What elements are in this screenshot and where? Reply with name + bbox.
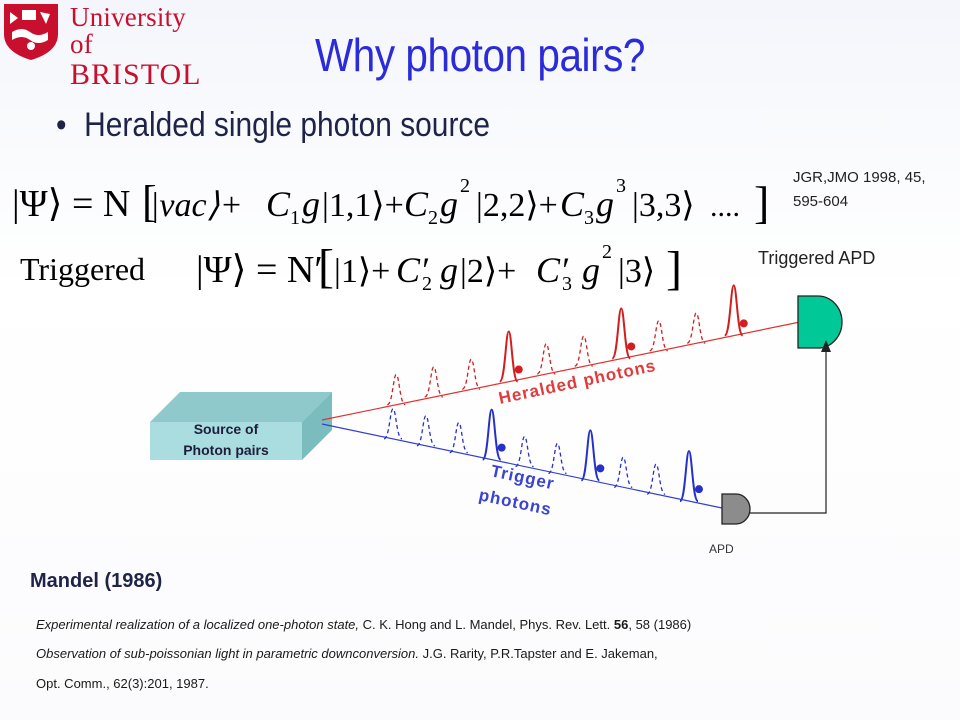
trigger-arrow-icon [821,340,831,352]
pulse [515,435,534,468]
pulse [416,415,436,447]
university-logo: University of BRISTOL [0,0,200,90]
heralded-beam-line [321,321,801,421]
citation-2-title: Observation of sub-poissonian light in p… [36,646,419,661]
photon-dot-icon [596,464,605,473]
citation-2-authors: J.G. Rarity, P.R.Tapster and E. Jakeman, [418,646,658,661]
citation-2-journal: Opt. Comm., 62(3):201, 1987. [36,676,209,691]
apd-label: APD [709,542,734,556]
crest-icon [4,4,58,60]
photon-dot-icon [739,319,748,328]
source-label-line1: Source of [194,421,259,437]
reference-line2: 595-604 [793,193,849,210]
triggered-apd-label: Triggered APD [758,248,876,268]
citation-1-volume: 56 [613,617,629,632]
source-label-line2: Photon pairs [183,442,269,458]
reference-note: JGR,JMO 1998, 45, 595-604 [793,166,953,214]
logo-line1: University of [70,2,186,59]
triggered-apd-detector-icon [797,295,843,349]
photon-dot-icon [627,342,636,351]
pulse [383,408,403,440]
pulse [386,373,406,406]
mandel-heading: Mandel (1986) [30,570,163,592]
trigger-beam-line [321,423,723,509]
photon-dot-icon [497,443,506,452]
pulse [611,307,632,360]
reference-line1: JGR,JMO 1998, 45, [793,169,926,186]
pulse [580,429,601,482]
citation-1: Experimental realization of a localized … [36,617,691,632]
citation-1-authors: C. K. Hong and L. Mandel, Phys. Rev. Let… [359,617,614,632]
apd-detector-icon [721,493,751,525]
trigger-wire [750,348,827,514]
pulse [649,320,669,352]
citation-2: Observation of sub-poissonian light in p… [36,646,658,661]
pulse [498,330,519,383]
pulse [481,408,502,461]
pulse [574,335,594,367]
logo-line2: BRISTOL [70,58,202,91]
citation-1-end: , 58 (1986) [628,617,692,632]
pulse [613,456,633,488]
bullet-text: Heralded single photon source [84,106,491,144]
pulse [449,422,469,454]
pulse [723,284,744,337]
photon-dot-icon [514,365,523,374]
heralded-pulse-train [386,284,748,406]
photon-dot-icon [694,485,703,494]
photon-pair-source: Source of Photon pairs [150,392,332,460]
pulse [424,366,444,398]
pulse [678,450,699,503]
pulse [536,343,556,375]
trigger-pulse-train [383,408,703,503]
page-title: Why photon pairs? [314,29,646,81]
pulse [548,442,567,475]
bullet-dot-icon: • [56,106,67,144]
bullet-point: • Heralded single photon source [56,106,490,145]
pulse [686,312,706,344]
pulse [461,358,481,390]
citation-1-title: Experimental realization of a localized … [36,617,360,632]
pulse [646,463,666,495]
